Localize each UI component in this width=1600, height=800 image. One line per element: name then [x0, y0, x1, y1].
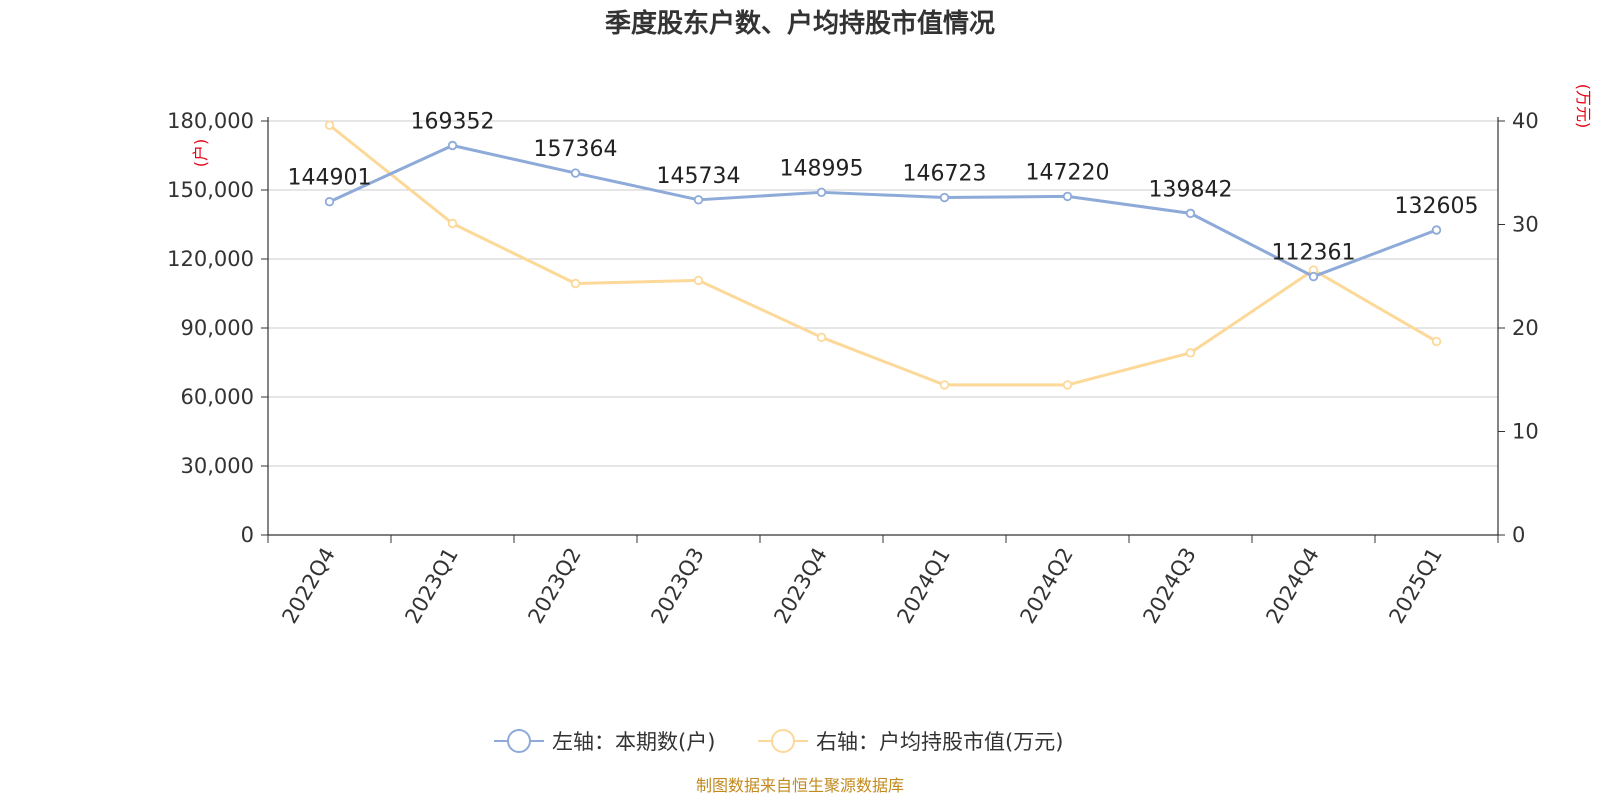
series-lines — [324, 120, 1442, 390]
right-axis-tick-label: 0 — [1512, 523, 1525, 547]
data-point — [324, 120, 335, 130]
left-axis-unit: (户) — [191, 139, 210, 168]
data-point — [1185, 208, 1196, 219]
data-point — [1431, 225, 1442, 235]
x-axis-tick-label: 2024Q1 — [892, 544, 954, 628]
legend-marker-icon — [771, 729, 795, 753]
data-label: 144901 — [288, 166, 372, 191]
data-point — [1062, 380, 1073, 390]
data-label: 145734 — [657, 164, 741, 189]
series-left — [324, 140, 1442, 282]
legend-item[interactable]: 左轴：本期数(户) — [494, 729, 715, 754]
data-point — [570, 278, 581, 289]
left-axis-tick-label: 180,000 — [167, 109, 254, 133]
data-point — [939, 380, 950, 390]
data-point — [324, 197, 335, 207]
x-axis-tick-label: 2023Q3 — [646, 544, 708, 628]
right-axis-tick-label: 20 — [1512, 316, 1539, 340]
data-point — [693, 195, 704, 205]
data-point — [816, 332, 827, 343]
x-axis-tick-label: 2023Q1 — [400, 544, 462, 628]
legend-item[interactable]: 右轴：户均持股市值(万元) — [758, 729, 1063, 754]
data-point — [1308, 271, 1319, 282]
data-label: 169352 — [411, 109, 495, 134]
data-point — [1431, 336, 1442, 347]
axes: 0 30,000 60,000 90,000 120,000 150,000 180,000… — [167, 109, 1539, 628]
grid-lines — [268, 120, 1498, 467]
left-axis-tick-label: 150,000 — [167, 178, 254, 202]
right-axis-tick-label: 40 — [1512, 109, 1539, 133]
data-point — [447, 140, 458, 151]
source-note: 制图数据来自恒生聚源数据库 — [696, 776, 904, 795]
right-axis-tick-label: 10 — [1512, 420, 1539, 444]
chart-title: 季度股东户数、户均持股市值情况 — [605, 8, 995, 39]
x-axis-tick-label: 2023Q4 — [769, 544, 831, 628]
x-axis-tick-label: 2023Q2 — [523, 544, 585, 628]
data-point — [447, 218, 458, 229]
left-axis-tick-label: 0 — [241, 523, 254, 547]
left-axis-tick-label: 60,000 — [181, 385, 254, 409]
data-label: 147220 — [1026, 160, 1110, 185]
data-point — [816, 187, 827, 198]
x-axis-tick-label: 2022Q4 — [277, 544, 339, 628]
left-axis-tick-label: 90,000 — [181, 316, 254, 340]
data-point — [693, 275, 704, 286]
data-label: 112361 — [1272, 241, 1356, 266]
data-label: 157364 — [534, 137, 618, 162]
data-label: 148995 — [780, 156, 864, 181]
data-point — [570, 168, 581, 178]
data-label: 139842 — [1149, 177, 1233, 202]
series-right — [324, 120, 1442, 390]
series-line — [328, 123, 1438, 387]
legend-label: 左轴：本期数(户) — [552, 730, 715, 754]
x-axis-tick-label: 2024Q2 — [1015, 544, 1077, 628]
x-axis-tick-label: 2024Q4 — [1261, 544, 1323, 628]
right-axis-tick-label: 30 — [1512, 213, 1539, 237]
data-label: 132605 — [1395, 194, 1479, 219]
data-point — [1062, 191, 1073, 202]
legend-label: 右轴：户均持股市值(万元) — [816, 730, 1063, 754]
data-point — [1185, 348, 1196, 358]
x-axis-tick-label: 2025Q1 — [1384, 544, 1446, 628]
data-labels: 144901 169352 157364 145734 148995 146723 1472… — [288, 109, 1479, 265]
legend-marker-icon — [507, 729, 531, 753]
series-line — [328, 143, 1438, 279]
left-axis-tick-label: 120,000 — [167, 247, 254, 271]
left-axis-tick-label: 30,000 — [181, 454, 254, 478]
legend[interactable]: 左轴：本期数(户) 右轴：户均持股市值(万元) — [494, 729, 1063, 754]
data-point — [939, 192, 950, 203]
x-axis-tick-label: 2024Q3 — [1138, 544, 1200, 628]
right-axis-unit: (万元) — [1574, 84, 1593, 129]
data-label: 146723 — [903, 162, 987, 187]
